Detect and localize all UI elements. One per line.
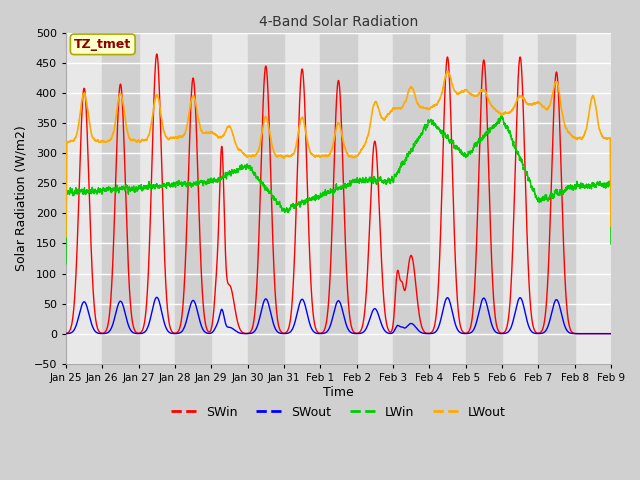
SWout (153, 294, 161, 300)
LWout (444, 68, 451, 74)
LWout (584, 116, 592, 122)
LWin (320, 192, 328, 198)
LWin (62, 261, 70, 266)
Bar (466, 33, 502, 364)
LWout (607, 223, 615, 229)
SWin (62, 331, 70, 336)
SWin (584, 331, 592, 336)
Line: LWout: LWout (66, 71, 611, 237)
SWin (607, 331, 615, 336)
SWin (248, 328, 255, 334)
SWin (320, 328, 328, 334)
LWin (476, 140, 483, 146)
LWin (247, 166, 255, 171)
SWin (476, 137, 484, 143)
Bar (175, 33, 211, 364)
LWout (476, 90, 484, 96)
Bar (393, 33, 429, 364)
SWin (461, 330, 468, 336)
SWout (584, 331, 592, 336)
Title: 4-Band Solar Radiation: 4-Band Solar Radiation (259, 15, 418, 29)
SWout (476, 306, 484, 312)
Legend: SWin, SWout, LWin, LWout: SWin, SWout, LWin, LWout (166, 401, 511, 424)
LWout (247, 154, 255, 159)
X-axis label: Time: Time (323, 385, 354, 398)
Bar (102, 33, 139, 364)
SWout (248, 330, 255, 336)
SWin (153, 51, 161, 57)
Line: SWout: SWout (66, 297, 611, 334)
LWin (498, 113, 506, 119)
Bar (248, 33, 284, 364)
LWout (62, 234, 70, 240)
LWout (461, 88, 468, 94)
Text: TZ_tmet: TZ_tmet (74, 38, 131, 51)
LWin (577, 182, 585, 188)
LWin (607, 241, 615, 247)
SWout (320, 330, 328, 336)
SWout (62, 331, 70, 336)
Line: SWin: SWin (66, 54, 611, 334)
SWout (607, 331, 615, 336)
SWout (577, 331, 585, 336)
LWout (577, 136, 585, 142)
LWout (320, 153, 328, 158)
LWin (460, 154, 468, 159)
SWin (577, 331, 585, 336)
Line: LWin: LWin (66, 116, 611, 264)
Y-axis label: Solar Radiation (W/m2): Solar Radiation (W/m2) (15, 125, 28, 271)
Bar (538, 33, 575, 364)
SWout (461, 331, 468, 336)
LWin (584, 184, 592, 190)
Bar (320, 33, 356, 364)
